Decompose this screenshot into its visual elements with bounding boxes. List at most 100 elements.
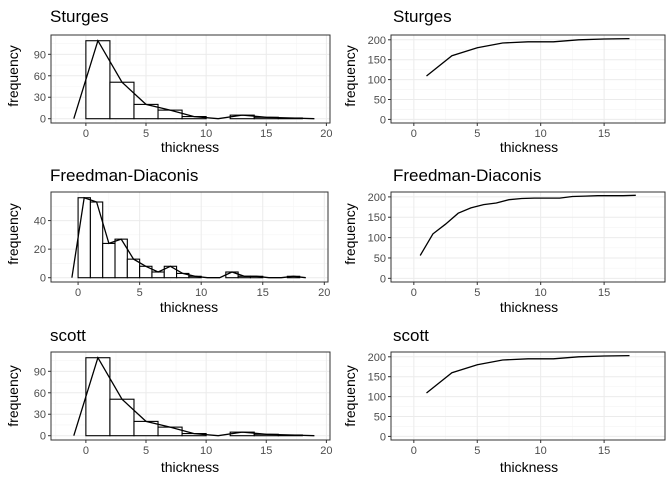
panel-background [391, 352, 665, 440]
x-tick-label: 10 [535, 445, 547, 457]
y-tick-label: 50 [374, 412, 386, 424]
y-tick-label: 50 [374, 253, 386, 265]
x-tick-label: 5 [143, 128, 149, 140]
panel-border [390, 34, 666, 124]
panel-border [50, 34, 331, 124]
y-axis-title: frequency [342, 45, 358, 106]
y-axis-title: frequency [5, 365, 21, 426]
x-tick-label: 0 [83, 128, 89, 140]
y-axis-title: frequency [342, 365, 358, 426]
y-tick-label: 90 [34, 49, 46, 61]
x-tick-label: 15 [598, 287, 610, 299]
y-tick-label: 90 [34, 366, 46, 378]
x-tick-label: 15 [598, 128, 610, 140]
histogram-bar [85, 40, 111, 120]
panel-border [50, 191, 329, 283]
histogram-bar [157, 109, 183, 120]
y-tick-label: 20 [34, 244, 46, 256]
panel-title: Sturges [393, 7, 452, 26]
x-tick-label: 15 [260, 128, 272, 140]
histogram-bar [151, 271, 165, 279]
x-tick-label: 15 [598, 445, 610, 457]
panel-title: scott [393, 326, 429, 345]
y-tick-label: 100 [368, 75, 386, 87]
plot-area: 0 5 10 15 20 0 20 40 [34, 191, 330, 299]
x-tick-label: 15 [257, 287, 269, 299]
frequency-polygon-line [73, 356, 315, 437]
x-tick-label: 5 [474, 445, 480, 457]
x-tick-label: 10 [195, 287, 207, 299]
histogram-bar [157, 426, 183, 437]
histogram-bar [89, 201, 104, 279]
x-tick-label: 10 [535, 128, 547, 140]
y-tick-label: 30 [34, 92, 46, 104]
panel-background [391, 35, 665, 123]
histogram-bar [109, 398, 135, 437]
x-tick-label: 0 [83, 445, 89, 457]
y-tick-label: 200 [368, 35, 386, 47]
panel-title: Freedman-Diaconis [50, 166, 198, 185]
plot-area: 0 5 10 15 20 0 30 60 90 [34, 34, 333, 140]
x-tick-label: 20 [320, 445, 332, 457]
y-tick-label: 200 [368, 192, 386, 204]
x-tick-label: 20 [320, 128, 332, 140]
y-tick-label: 60 [34, 71, 46, 83]
histogram-bar [109, 81, 135, 120]
y-tick-label: 50 [374, 95, 386, 107]
x-axis-title: thickness [161, 459, 219, 475]
x-axis-title: thickness [161, 139, 219, 155]
panel-border [50, 351, 331, 441]
x-tick-label: 5 [143, 445, 149, 457]
cumulative-frequency-line [426, 37, 630, 77]
x-tick-label: 10 [200, 128, 212, 140]
y-tick-label: 150 [368, 212, 386, 224]
y-tick-label: 60 [34, 388, 46, 400]
frequency-polygon-line [71, 196, 306, 279]
x-axis-title: thickness [160, 299, 218, 315]
x-tick-label: 5 [474, 287, 480, 299]
x-tick-label: 5 [474, 128, 480, 140]
x-tick-label: 10 [200, 445, 212, 457]
y-tick-label: 0 [40, 273, 46, 285]
y-tick-label: 30 [34, 409, 46, 421]
x-tick-label: 10 [535, 287, 547, 299]
x-tick-label: 20 [318, 287, 330, 299]
y-tick-label: 0 [380, 431, 386, 443]
histogram-bar [85, 357, 111, 437]
y-axis-title: frequency [5, 203, 21, 264]
cumulative-frequency-line [426, 354, 630, 394]
x-tick-label: 0 [411, 445, 417, 457]
panel-title: Sturges [50, 7, 109, 26]
y-tick-label: 0 [380, 273, 386, 285]
plot-area: 0 5 10 15 20 0 30 60 90 [34, 351, 333, 457]
panel-title: scott [50, 326, 86, 345]
x-tick-label: 5 [137, 287, 143, 299]
frequency-polygon-line [73, 39, 315, 120]
y-tick-label: 0 [40, 431, 46, 443]
x-tick-label: 0 [75, 287, 81, 299]
x-axis-title: thickness [500, 299, 558, 315]
x-axis-title: thickness [500, 139, 558, 155]
x-tick-label: 15 [260, 445, 272, 457]
panel-border [390, 351, 666, 441]
y-tick-label: 150 [368, 55, 386, 67]
y-tick-label: 0 [40, 114, 46, 126]
y-tick-label: 150 [368, 372, 386, 384]
panel-title: Freedman-Diaconis [393, 166, 541, 185]
x-tick-label: 0 [411, 128, 417, 140]
panel-background [391, 192, 665, 282]
y-axis-title: frequency [5, 45, 21, 106]
x-tick-label: 0 [411, 287, 417, 299]
y-axis-title: frequency [342, 203, 358, 264]
y-tick-label: 40 [34, 216, 46, 228]
y-tick-label: 0 [380, 114, 386, 126]
y-tick-label: 100 [368, 233, 386, 245]
panel-border [390, 191, 666, 283]
cumulative-frequency-line [419, 194, 636, 256]
y-tick-label: 200 [368, 352, 386, 364]
histogram-bar [102, 242, 116, 279]
